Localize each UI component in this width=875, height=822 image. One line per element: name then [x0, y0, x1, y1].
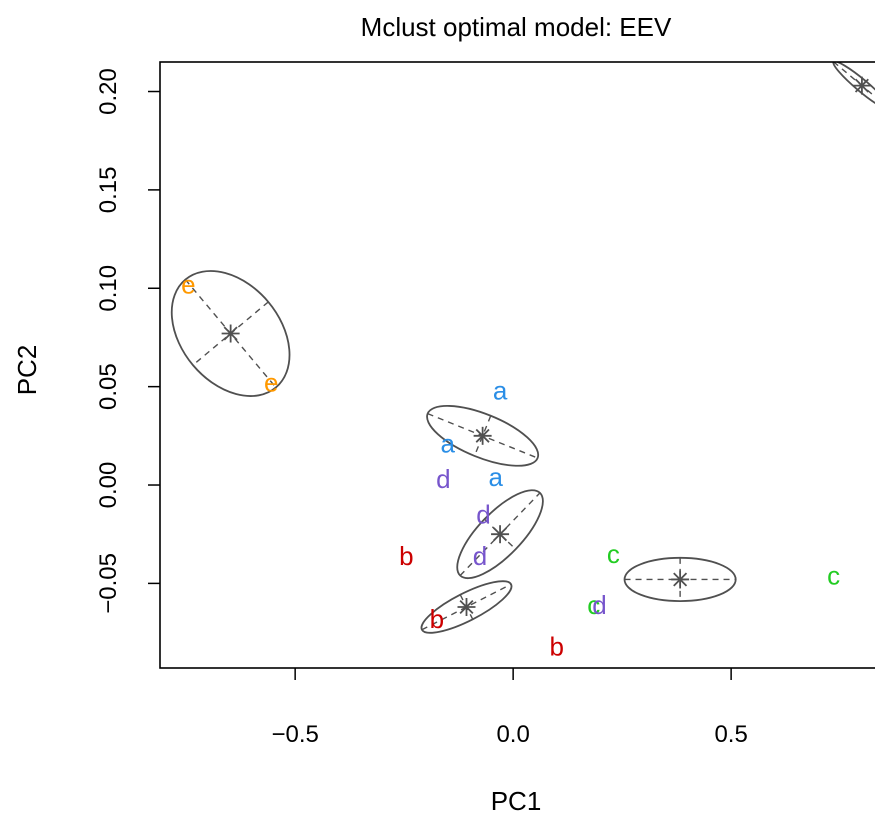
cluster-ellipse-group: [420, 580, 513, 634]
data-point-e: e: [264, 368, 278, 398]
data-point-c: c: [827, 561, 840, 591]
x-tick-label: 0.5: [714, 721, 747, 748]
data-point-a: a: [441, 429, 456, 459]
data-point-a: a: [488, 462, 503, 492]
cluster-center-star: [473, 426, 492, 445]
data-point-a: a: [493, 376, 508, 406]
cluster-center-star: [852, 76, 871, 95]
cluster-major-axis: [421, 583, 512, 631]
data-point-d: d: [592, 590, 606, 620]
cluster-minor-axis: [473, 415, 492, 457]
y-tick-label: −0.05: [95, 553, 122, 614]
x-axis-label: PC1: [491, 786, 542, 816]
y-axis: −0.05 0.00 0.05 0.10 0.15 0.20: [95, 68, 160, 614]
plot-frame: [159, 61, 875, 669]
x-tick-label: 0.0: [496, 721, 529, 748]
y-tick-label: 0.10: [95, 265, 122, 312]
cluster-ellipse-group: [456, 489, 544, 580]
cluster-layer: [170, 62, 875, 634]
y-tick-label: 0.00: [95, 462, 122, 509]
data-point-d: d: [473, 541, 487, 571]
y-tick-label: 0.20: [95, 68, 122, 115]
data-point-c: c: [587, 590, 600, 620]
data-point-d: d: [476, 500, 490, 530]
cluster-center-star: [491, 525, 510, 544]
data-point-b: b: [399, 541, 413, 571]
data-point-d: d: [436, 464, 450, 494]
x-tick-label: −0.5: [271, 721, 318, 748]
cluster-ellipse-group: [832, 62, 875, 111]
y-tick-label: 0.15: [95, 167, 122, 214]
data-point-b: b: [550, 631, 564, 661]
cluster-ellipse-group: [170, 270, 291, 397]
x-axis: −0.5 0.0 0.5: [271, 668, 748, 748]
chart-title: Mclust optimal model: EEV: [361, 12, 672, 42]
y-tick-label: 0.05: [95, 363, 122, 410]
cluster-ellipse: [170, 270, 291, 397]
cluster-center-star: [221, 324, 240, 343]
data-point-e: e: [181, 269, 195, 299]
cluster-center-star: [671, 570, 690, 589]
data-point-c: c: [607, 539, 620, 569]
cluster-center-star: [457, 598, 476, 617]
y-axis-label: PC2: [12, 345, 42, 396]
data-point-b: b: [430, 604, 444, 634]
cluster-minor-axis: [484, 518, 517, 550]
cluster-ellipse-group: [426, 404, 540, 467]
cluster-ellipse-group: [623, 556, 737, 603]
